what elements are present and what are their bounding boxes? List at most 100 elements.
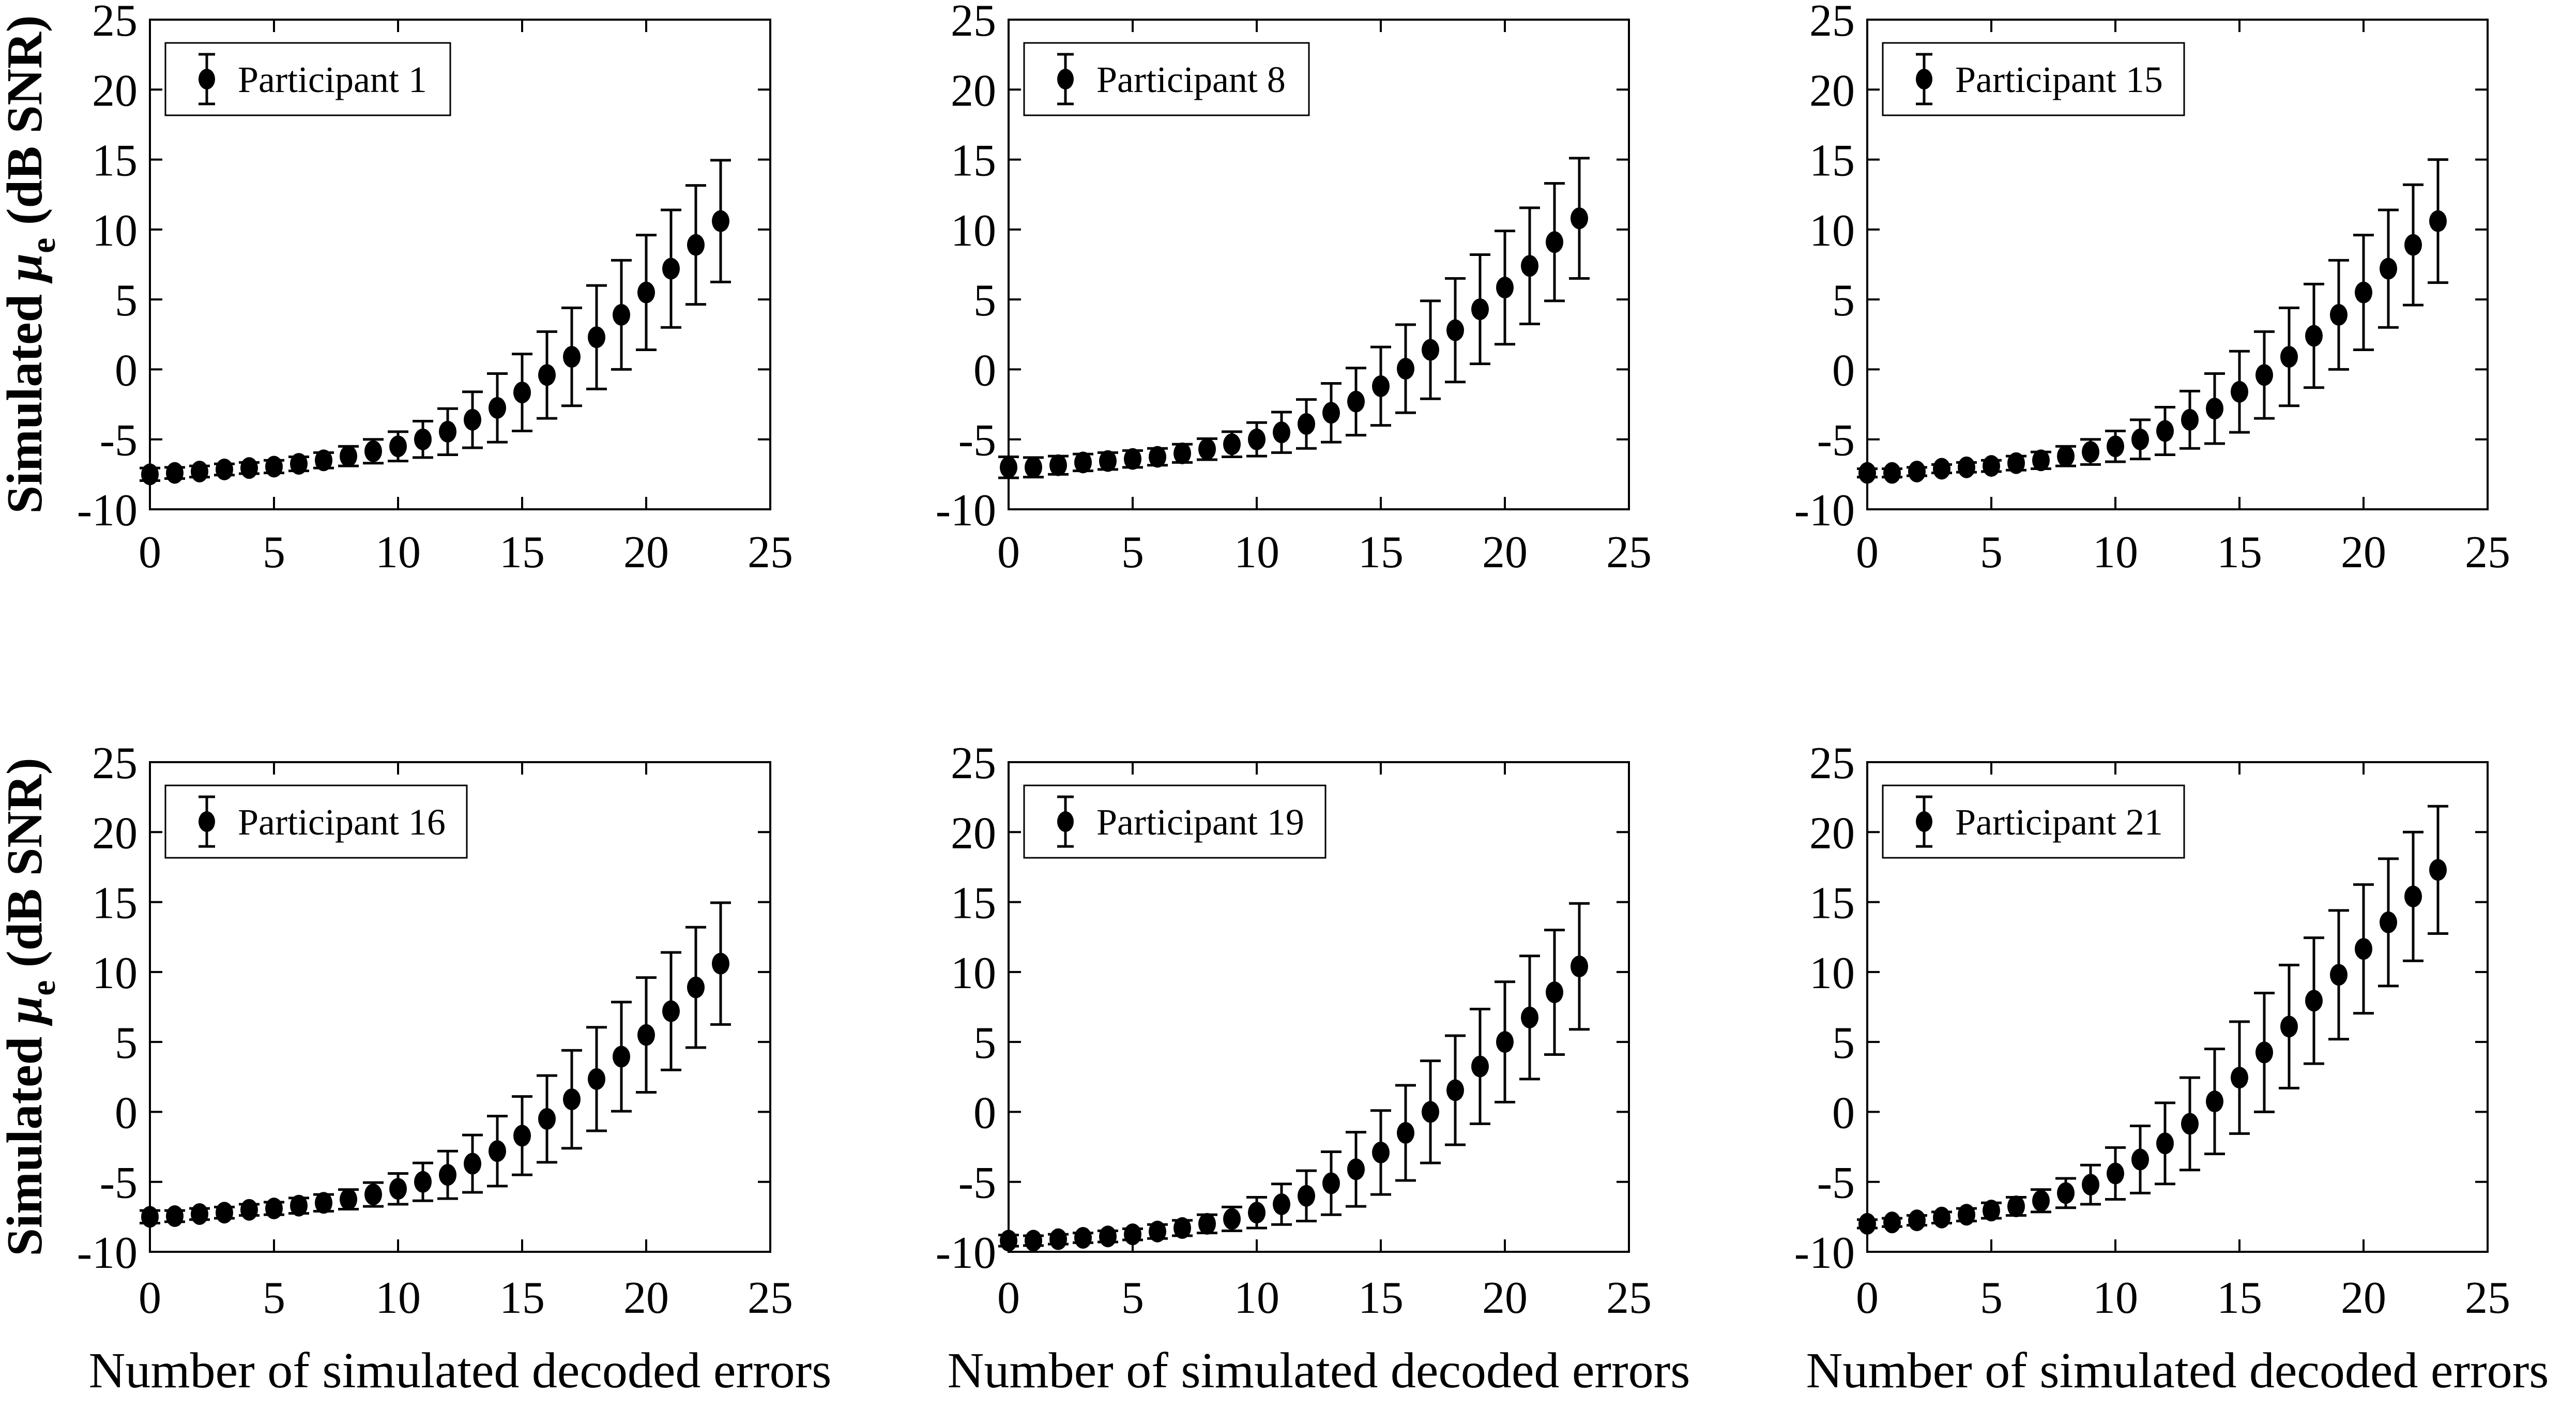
plot-participant-21: 0 5 10 15 20 25 -10 -5 0 5 10 15 20 25 Participant 21 N… [1717,705,2576,1409]
y-tick-label: -5 [1817,416,1855,466]
errorbar-point [2428,805,2448,935]
y-tick-label: -10 [1794,1228,1855,1278]
y-tick-label: 0 [115,1088,138,1138]
errorbar-point [1395,323,1416,414]
errorbar-point [2254,991,2275,1113]
x-tick-label: 0 [1856,1273,1879,1323]
data-marker [1858,462,1876,484]
data-marker [2107,435,2124,458]
panel-participant-19: 0 5 10 15 20 25 -10 -5 0 5 10 15 20 25 Participant 19 N… [859,705,1717,1409]
errorbar-point [586,284,607,390]
errorbar-point [239,457,260,479]
errorbar-point [189,1203,210,1225]
errorbar-point [1048,1228,1069,1250]
legend-label: Participant 15 [1955,59,2163,100]
errorbar-series [998,157,1590,479]
y-axis-label: Simulated μe (dB SNR) [0,15,63,513]
errorbar-point [164,1205,185,1228]
errorbar-point [561,1049,582,1150]
data-marker [563,1088,581,1111]
x-tick-label: 5 [263,527,285,578]
y-axis-label-subscript: e [23,980,63,996]
y-tick-label: 0 [115,345,138,396]
data-marker [1298,1185,1315,1207]
data-marker [1198,438,1216,460]
data-marker [1173,442,1191,464]
data-marker [662,1000,680,1022]
axes-frame [1866,761,2489,1253]
errorbar-point [1931,1206,1952,1229]
errorbar-point [512,353,532,432]
data-marker [1273,421,1290,444]
x-tick-label: 15 [499,1273,545,1323]
errorbar-point [661,208,681,329]
x-tick-label: 15 [2217,527,2262,578]
data-marker [513,1125,531,1147]
errorbar-point [2328,259,2349,371]
data-marker [141,463,159,486]
legend-box [1023,784,1327,859]
data-marker [1983,455,2000,477]
errorbar-point [537,330,557,420]
data-marker [1074,451,1092,474]
data-marker [2280,346,2298,368]
errorbar-point [661,951,681,1071]
data-marker [1124,1223,1141,1246]
y-tick-label: -10 [77,1228,138,1278]
data-marker [1000,1230,1017,1252]
errorbar-point [338,1188,359,1210]
data-marker [1546,231,1563,253]
errorbar-point [2328,909,2349,1041]
y-tick-label: 20 [92,808,138,858]
errorbar-point [1172,442,1193,464]
data-marker [2305,990,2323,1012]
errorbar-point [2155,1101,2175,1186]
data-marker [2032,1190,2050,1212]
errorbar-point [264,456,284,478]
x-tick-label: 0 [139,527,161,578]
data-marker [315,449,332,472]
errorbar-point [1073,451,1093,474]
axis-ticks [1866,19,2489,510]
errorbar-point [1544,929,1565,1056]
axes-frame [1008,761,1630,1253]
data-marker [1908,460,1926,482]
errorbar-point [1346,367,1366,437]
errorbar-point [636,234,657,352]
errorbar-point [239,1199,260,1221]
errorbar-point [1122,448,1143,470]
x-tick-label: 10 [2093,1273,2138,1323]
errorbar-point [1370,1109,1391,1196]
errorbar-point [2006,1195,2026,1218]
errorbar-point [313,1192,334,1214]
panel-participant-15: 0 5 10 15 20 25 -10 -5 0 5 10 15 20 25 Participant 15 [1717,0,2576,705]
errorbar-point [140,463,160,486]
data-marker [2280,1016,2298,1038]
data-marker [2107,1162,2124,1185]
errorbar-point [636,976,657,1094]
errorbar-point [1420,1059,1441,1164]
errorbar-point [1857,1213,1878,1235]
data-marker [2305,325,2323,347]
plot-participant-15: 0 5 10 15 20 25 -10 -5 0 5 10 15 20 25 Participant 15 [1717,0,2576,705]
panel-participant-8: 0 5 10 15 20 25 -10 -5 0 5 10 15 20 25 Participant 8 [859,0,1717,705]
y-tick-label: 0 [1832,1088,1855,1138]
errorbar-point [2006,452,2026,474]
y-axis-label-text: Simulated [0,281,53,513]
data-marker [2404,885,2422,907]
errorbar-point [998,456,1019,479]
data-marker [1223,1208,1241,1230]
data-marker [364,440,382,462]
errorbar-point [214,458,235,480]
data-marker [340,445,357,467]
y-tick-label: 20 [1809,66,1855,116]
data-marker [2231,1067,2248,1089]
errorbar-point [2204,1048,2225,1156]
errorbar-point [1882,462,1902,484]
errorbar-point [1495,980,1515,1103]
data-marker [1571,956,1588,978]
errorbar-point [2204,372,2225,445]
data-marker [389,1178,407,1200]
data-marker [1347,1158,1365,1180]
errorbar-point [1321,1150,1342,1216]
